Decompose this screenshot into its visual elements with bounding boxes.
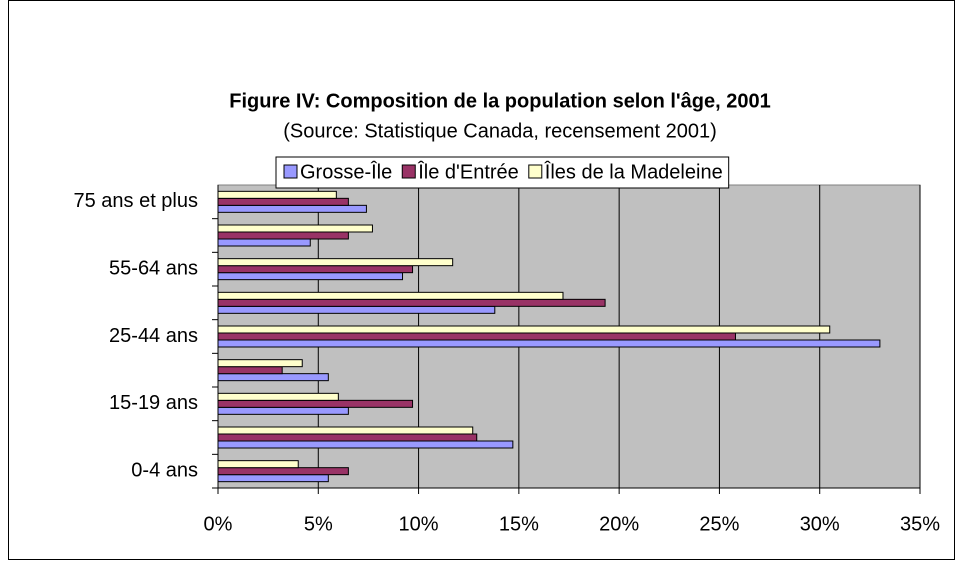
legend-swatch xyxy=(401,164,416,179)
y-tick-label: 55-64 ans xyxy=(109,257,198,279)
bar xyxy=(217,238,311,247)
bar xyxy=(217,291,564,300)
bar xyxy=(217,298,606,307)
bar xyxy=(217,406,349,415)
bar xyxy=(217,305,496,314)
legend-label: Grosse-Île xyxy=(300,160,392,183)
y-tick-label: 75 ans et plus xyxy=(73,190,198,212)
y-tick-label: 25-44 ans xyxy=(109,325,198,347)
bar xyxy=(217,197,349,206)
bar xyxy=(217,272,404,281)
chart-subtitle: (Source: Statistique Canada, recensement… xyxy=(283,120,717,142)
y-tick-label: 0-4 ans xyxy=(131,459,198,481)
x-tick-label: 0% xyxy=(204,513,233,535)
bar xyxy=(217,433,478,442)
x-tick-label: 15% xyxy=(499,513,539,535)
bar xyxy=(217,474,329,483)
bar xyxy=(217,231,349,240)
x-tick-label: 10% xyxy=(399,513,439,535)
x-tick-label: 5% xyxy=(304,513,333,535)
x-tick-label: 35% xyxy=(900,513,940,535)
x-tick-label: 30% xyxy=(800,513,840,535)
bar xyxy=(217,325,831,334)
bar xyxy=(217,339,881,348)
bar xyxy=(217,258,454,267)
bar xyxy=(217,359,303,368)
bar xyxy=(217,373,329,382)
legend-swatch xyxy=(528,164,543,179)
bar xyxy=(217,399,414,408)
bar xyxy=(217,265,414,274)
legend-label: Île d'Entrée xyxy=(417,160,519,183)
bar xyxy=(217,190,337,199)
bar xyxy=(217,426,474,435)
bar xyxy=(217,460,299,469)
legend-label: Îles de la Madeleine xyxy=(544,160,723,183)
x-tick-label: 20% xyxy=(599,513,639,535)
bar xyxy=(217,204,367,213)
chart-title: Figure IV: Composition de la population … xyxy=(229,90,771,112)
bar xyxy=(217,366,283,375)
bar xyxy=(217,392,339,401)
bar xyxy=(217,440,514,449)
x-tick-label: 25% xyxy=(699,513,739,535)
legend-swatch xyxy=(283,164,298,179)
bar xyxy=(217,467,349,476)
legend-box xyxy=(275,156,730,189)
bar xyxy=(217,332,736,341)
bar xyxy=(217,224,373,233)
y-tick-label: 15-19 ans xyxy=(109,392,198,414)
